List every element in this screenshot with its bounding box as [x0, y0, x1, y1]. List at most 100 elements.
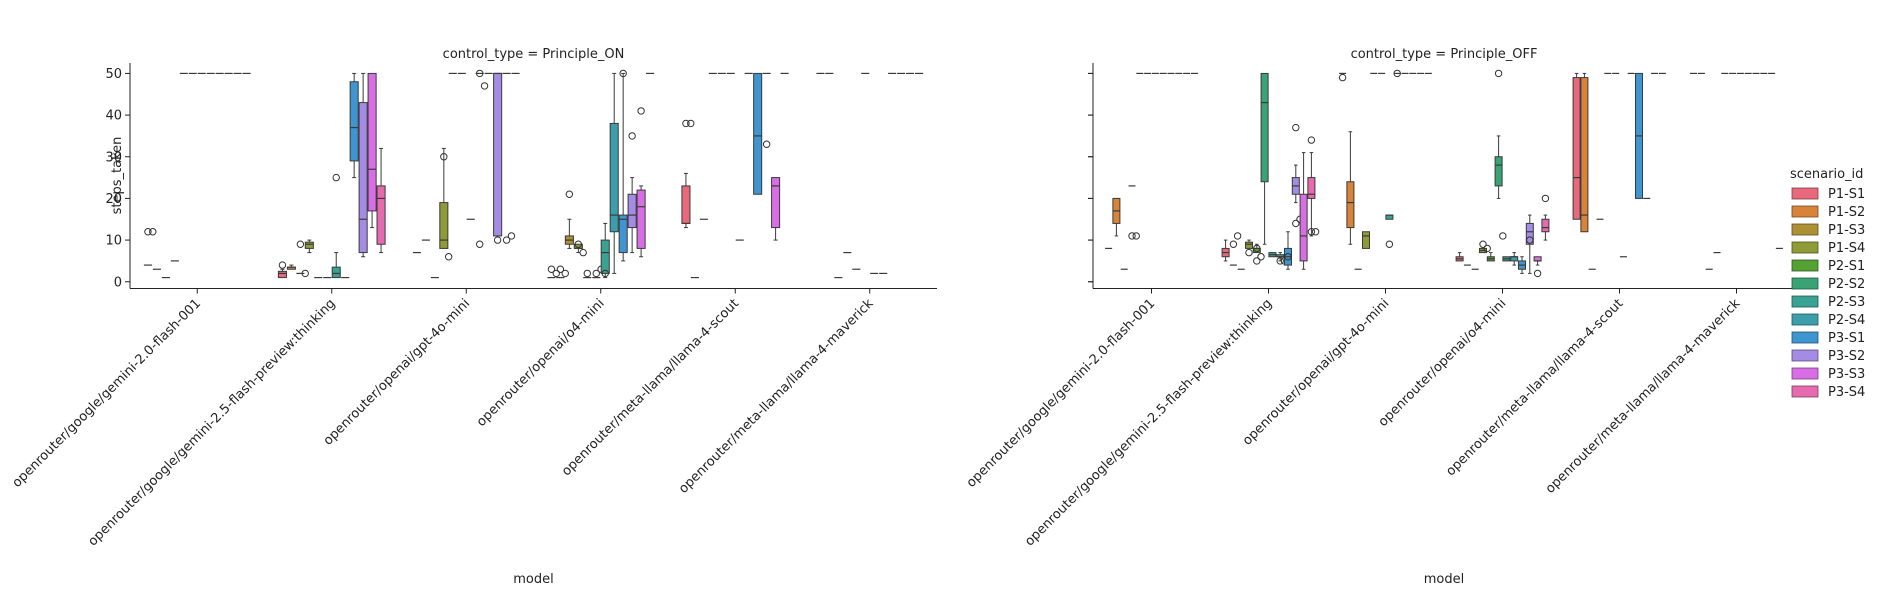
box-body — [1346, 181, 1355, 229]
outlier-point — [480, 82, 489, 90]
box-P2-S4 — [1510, 252, 1519, 266]
box-body — [304, 241, 314, 249]
legend-item-P3-S4: P3-S4 — [1791, 385, 1865, 400]
box-body — [1510, 256, 1519, 262]
outlier-point — [574, 240, 583, 248]
legend-swatch — [1791, 205, 1819, 218]
x-tick-label: openrouter/google/gemini-2.5-flash-previ… — [1022, 296, 1275, 549]
box-P1-S1 — [1338, 72, 1347, 82]
outlier-point — [547, 265, 556, 273]
box-P3-S3 — [1533, 256, 1542, 278]
panel-title: control_type = Principle_OFF — [1351, 47, 1538, 62]
legend-swatch — [1791, 277, 1819, 290]
outlier-point — [1229, 240, 1238, 248]
box-P2-S4 — [1393, 69, 1401, 78]
box-P1-S2 — [1346, 131, 1355, 245]
legend-swatch — [1791, 187, 1819, 200]
box-body — [367, 72, 377, 212]
box-P1-S1 — [143, 228, 157, 266]
box-P1-S2 — [1580, 72, 1589, 233]
box-P3-S1 — [753, 72, 763, 195]
legend-label: P2-S4 — [1828, 313, 1865, 328]
box-P2-S1 — [1486, 252, 1495, 262]
box-P3-S2 — [762, 72, 771, 148]
box-body — [1244, 241, 1254, 249]
outlier-point — [579, 248, 587, 257]
box-P1-S1 — [681, 119, 695, 229]
outlier-point — [332, 173, 340, 182]
box-P2-S4 — [475, 69, 489, 248]
box-body — [1494, 156, 1503, 187]
x-axis-label: model — [513, 572, 553, 587]
outlier-point — [1311, 228, 1320, 236]
outlier-point — [1307, 228, 1316, 236]
outlier-point — [1233, 232, 1242, 240]
box-P3-S3 — [502, 72, 516, 244]
box-body — [627, 193, 637, 229]
box-P1-S4 — [573, 240, 587, 257]
box-P1-S3 — [564, 190, 574, 249]
box-body — [1385, 214, 1394, 220]
y-axis-label: steps_taken — [110, 137, 125, 215]
legend-label: P1-S4 — [1828, 241, 1865, 256]
outlier-point — [1276, 257, 1284, 265]
box-body — [1299, 193, 1308, 262]
x-tick-label: openrouter/google/gemini-2.5-flash-previ… — [85, 296, 338, 549]
y-tick-label: 20 — [105, 192, 122, 207]
box-P3-S1 — [349, 72, 359, 179]
legend-label: P1-S1 — [1828, 187, 1865, 202]
box-P3-S1 — [1517, 256, 1527, 274]
box-body — [1361, 231, 1371, 249]
legend-label: P3-S1 — [1828, 331, 1865, 346]
legend-label: P2-S1 — [1828, 259, 1865, 274]
legend-item-P1-S4: P1-S4 — [1791, 241, 1865, 256]
outlier-point — [1292, 123, 1300, 132]
legend-swatch — [1791, 313, 1819, 326]
legend-label: P3-S3 — [1828, 367, 1865, 382]
y-tick-label: 30 — [105, 150, 122, 165]
box-P2-S3 — [1385, 214, 1394, 248]
legend-title: scenario_id — [1790, 167, 1863, 182]
box-P3-S3 — [367, 72, 377, 229]
box-body — [771, 177, 781, 229]
outlier-point — [601, 269, 609, 278]
box-body — [1541, 218, 1550, 233]
box-P3-S3 — [1299, 152, 1308, 270]
y-tick-label: 40 — [105, 109, 122, 124]
x-tick-label: openrouter/google/gemini-2.0-flash-001 — [964, 296, 1158, 490]
outlier-point — [1393, 69, 1401, 78]
panels: control_type = Principle_ON 0 10 20 30 40 50 st… — [10, 47, 1795, 587]
box-P2-S1 — [583, 269, 592, 279]
box-body — [349, 81, 359, 162]
box-P1-S1 — [547, 265, 560, 279]
outlier-point — [552, 269, 560, 278]
legend-item-P2-S3: P2-S3 — [1791, 295, 1865, 310]
box-body — [376, 185, 386, 245]
outlier-point — [687, 119, 695, 128]
legend-item-P2-S2: P2-S2 — [1791, 277, 1865, 292]
outlier-point — [1526, 236, 1534, 244]
legend-label: P2-S2 — [1828, 277, 1865, 292]
outlier-point — [493, 236, 502, 244]
box-P1-S1 — [1572, 72, 1581, 220]
box-body — [1580, 77, 1589, 233]
box-P1-S2 — [286, 264, 296, 270]
outlier-point — [619, 69, 627, 78]
box-body — [1572, 77, 1581, 220]
box-body — [358, 102, 368, 254]
outlier-point — [1132, 232, 1140, 240]
y-tick-label: 50 — [105, 67, 122, 82]
outlier-point — [1307, 136, 1316, 144]
outlier-point — [565, 190, 574, 198]
legend: scenario_id P1-S1 P1-S2 P1-S3 P1-S4 P2-S1 P2-… — [1790, 167, 1865, 400]
box-P1-S4 — [304, 239, 314, 254]
legend-items: P1-S1 P1-S2 P1-S3 P1-S4 P2-S1 P2-S2 P2-S3 P2-S4… — [1791, 187, 1865, 400]
legend-swatch — [1791, 331, 1819, 344]
outlier-point — [1245, 248, 1253, 257]
legend-swatch — [1791, 367, 1819, 380]
box-P3-S2 — [627, 132, 637, 254]
outlier-point — [144, 228, 152, 236]
outlier-point — [1479, 240, 1487, 248]
outlier-point — [149, 228, 157, 236]
outlier-point — [1499, 232, 1507, 240]
